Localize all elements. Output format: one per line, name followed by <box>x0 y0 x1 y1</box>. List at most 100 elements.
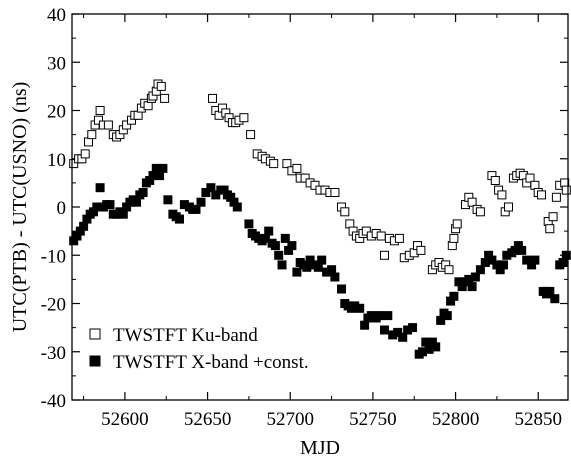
ku-band-point <box>300 173 310 183</box>
y-tick-label: 20 <box>47 102 66 123</box>
ku-band-point <box>376 231 386 241</box>
x-band-point <box>550 294 560 304</box>
ku-band-point <box>444 265 454 275</box>
ku-band-point <box>122 120 132 130</box>
legend-marker-ku <box>89 328 101 340</box>
ku-band-point <box>330 188 340 197</box>
x-band-point <box>408 323 418 333</box>
y-axis-label: UTC(PTB) - UTC(USNO) (ns) <box>9 82 31 333</box>
x-band-point <box>305 255 315 265</box>
x-tick-label: 52850 <box>514 409 562 430</box>
ku-band-point <box>103 120 113 130</box>
x-band-point <box>545 286 555 296</box>
ku-band-point <box>452 219 462 229</box>
x-band-point <box>337 284 346 294</box>
ku-band-point <box>394 233 404 243</box>
x-band-point <box>317 255 327 265</box>
x-band-point <box>499 260 508 270</box>
ku-band-point <box>239 113 249 123</box>
ku-band-point <box>156 81 166 91</box>
x-band-point <box>95 183 105 193</box>
series-ku-band <box>69 79 571 275</box>
ku-band-point <box>269 159 279 169</box>
axis-tick-labels: 52600 52650 52700 52750 52800 52850 -40 -30 -20 -… <box>41 5 562 430</box>
legend-marker-x <box>89 355 101 367</box>
y-tick-label: -10 <box>41 246 66 267</box>
x-band-point <box>175 214 184 224</box>
ku-band-point <box>361 226 371 236</box>
x-tick-label: 52800 <box>432 409 480 430</box>
ku-band-point <box>497 190 507 200</box>
x-band-point <box>292 267 302 277</box>
ku-band-point <box>310 180 320 190</box>
ku-band-point <box>94 115 103 125</box>
x-band-point <box>393 327 403 337</box>
x-band-point <box>383 311 393 321</box>
x-axis-label: MJD <box>300 437 340 459</box>
x-band-point <box>431 342 441 352</box>
ku-band-point <box>208 93 217 103</box>
x-band-point <box>191 204 201 214</box>
ku-band-point <box>292 163 302 173</box>
x-band-point <box>158 163 168 173</box>
x-band-point <box>270 241 280 251</box>
ku-band-point <box>551 192 561 202</box>
x-tick-label: 52600 <box>101 409 149 430</box>
x-band-point <box>196 197 206 207</box>
x-band-point <box>561 250 571 260</box>
series-x-band <box>69 163 571 359</box>
ku-band-point <box>548 212 558 222</box>
x-band-point <box>105 200 115 210</box>
y-tick-label: 0 <box>57 198 67 219</box>
x-band-point <box>330 272 340 282</box>
x-band-point <box>211 190 221 200</box>
ku-band-point <box>69 159 79 169</box>
legend-label-x: TWSTFT X-band +const. <box>113 352 309 373</box>
x-band-point <box>487 255 497 265</box>
x-band-point <box>470 272 480 282</box>
ku-band-point <box>537 190 546 200</box>
ku-band-point <box>282 159 292 169</box>
ku-band-point <box>504 202 513 212</box>
x-tick-label: 52750 <box>349 409 397 430</box>
ku-band-point <box>246 130 256 140</box>
legend: TWSTFT Ku-band TWSTFT X-band +const. <box>89 325 309 373</box>
x-band-point <box>530 255 540 265</box>
x-band-point <box>380 325 389 335</box>
y-tick-label: -20 <box>41 295 66 316</box>
ku-band-point <box>380 250 389 260</box>
x-band-point <box>280 233 290 243</box>
ku-band-point <box>467 197 477 207</box>
y-tick-label: -40 <box>41 391 66 412</box>
ku-band-point <box>87 130 97 140</box>
x-band-point <box>277 260 287 270</box>
x-band-point <box>398 332 408 342</box>
x-band-point <box>517 245 527 255</box>
x-band-point <box>232 202 242 212</box>
x-band-point <box>475 265 485 275</box>
x-band-point <box>138 188 148 197</box>
y-tick-label: 10 <box>47 150 66 171</box>
legend-label-ku: TWSTFT Ku-band <box>113 325 258 346</box>
ku-band-point <box>80 149 90 159</box>
plot-frame <box>71 13 569 401</box>
x-band-point <box>163 195 173 205</box>
ku-band-point <box>475 207 485 217</box>
ku-band-point <box>340 207 350 217</box>
x-band-point <box>375 311 384 321</box>
ku-band-point <box>545 224 555 234</box>
ku-band-point <box>490 176 500 185</box>
y-tick-label: -30 <box>41 343 66 364</box>
ku-band-point <box>416 245 426 255</box>
x-band-point <box>467 282 477 292</box>
x-tick-label: 52700 <box>266 409 314 430</box>
x-band-point <box>449 291 459 301</box>
x-band-point <box>206 183 216 193</box>
x-band-point <box>244 219 254 229</box>
ku-band-point <box>160 93 170 103</box>
ku-band-point <box>95 106 105 115</box>
ku-band-point <box>525 173 535 183</box>
x-band-point <box>274 250 284 260</box>
x-band-point <box>442 311 452 321</box>
x-tick-label: 52650 <box>184 409 232 430</box>
